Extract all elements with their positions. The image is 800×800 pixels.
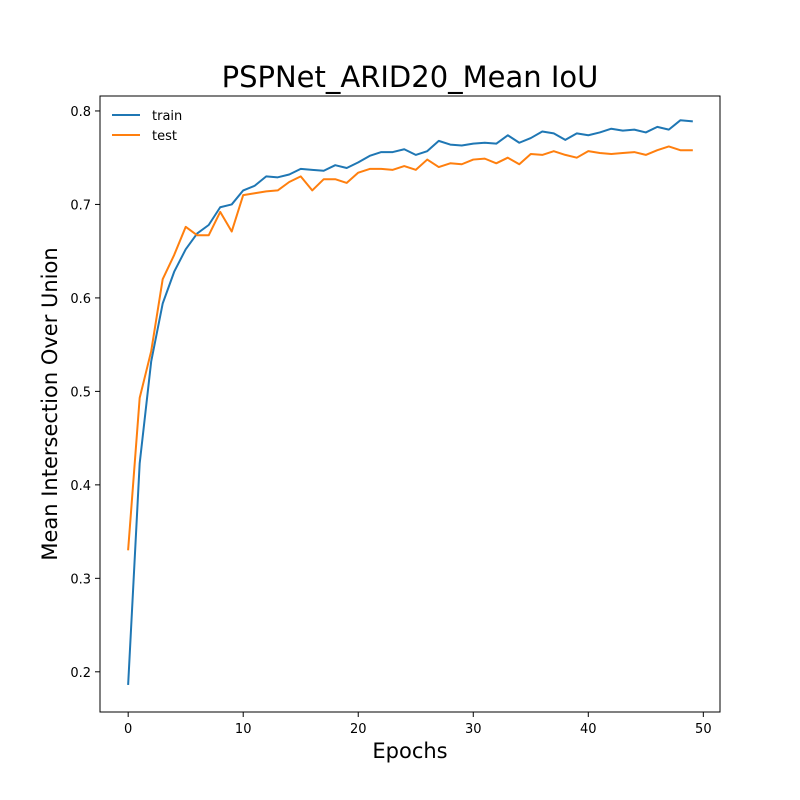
legend: train test bbox=[112, 109, 182, 144]
y-axis: 0.2 0.3 0.4 0.5 0.6 0.7 0.8 bbox=[70, 105, 100, 681]
x-tick-label: 20 bbox=[350, 722, 367, 737]
plot-frame bbox=[99, 95, 721, 713]
y-tick-label: 0.5 bbox=[70, 385, 91, 400]
x-axis-label: Epochs bbox=[372, 739, 447, 763]
y-tick-label: 0.6 bbox=[70, 292, 91, 307]
y-axis-label: Mean Intersection Over Union bbox=[38, 247, 62, 560]
legend-label-train: train bbox=[152, 109, 182, 124]
legend-label-test: test bbox=[152, 129, 177, 144]
y-tick-label: 0.7 bbox=[70, 198, 91, 213]
y-tick-label: 0.2 bbox=[70, 666, 91, 681]
y-tick-label: 0.3 bbox=[70, 572, 91, 587]
x-tick-label: 30 bbox=[465, 722, 482, 737]
x-tick-label: 50 bbox=[695, 722, 712, 737]
y-tick-label: 0.8 bbox=[70, 105, 91, 120]
series-line-train bbox=[127, 119, 693, 686]
x-axis: 0 10 20 30 40 50 bbox=[124, 712, 712, 737]
x-tick-label: 0 bbox=[124, 722, 132, 737]
chart-title: PSPNet_ARID20_Mean IoU bbox=[222, 60, 599, 94]
y-tick-label: 0.4 bbox=[70, 479, 91, 494]
plot-lines bbox=[127, 119, 693, 686]
x-tick-label: 10 bbox=[235, 722, 252, 737]
x-tick-label: 40 bbox=[580, 722, 597, 737]
series-line-test bbox=[127, 145, 693, 551]
